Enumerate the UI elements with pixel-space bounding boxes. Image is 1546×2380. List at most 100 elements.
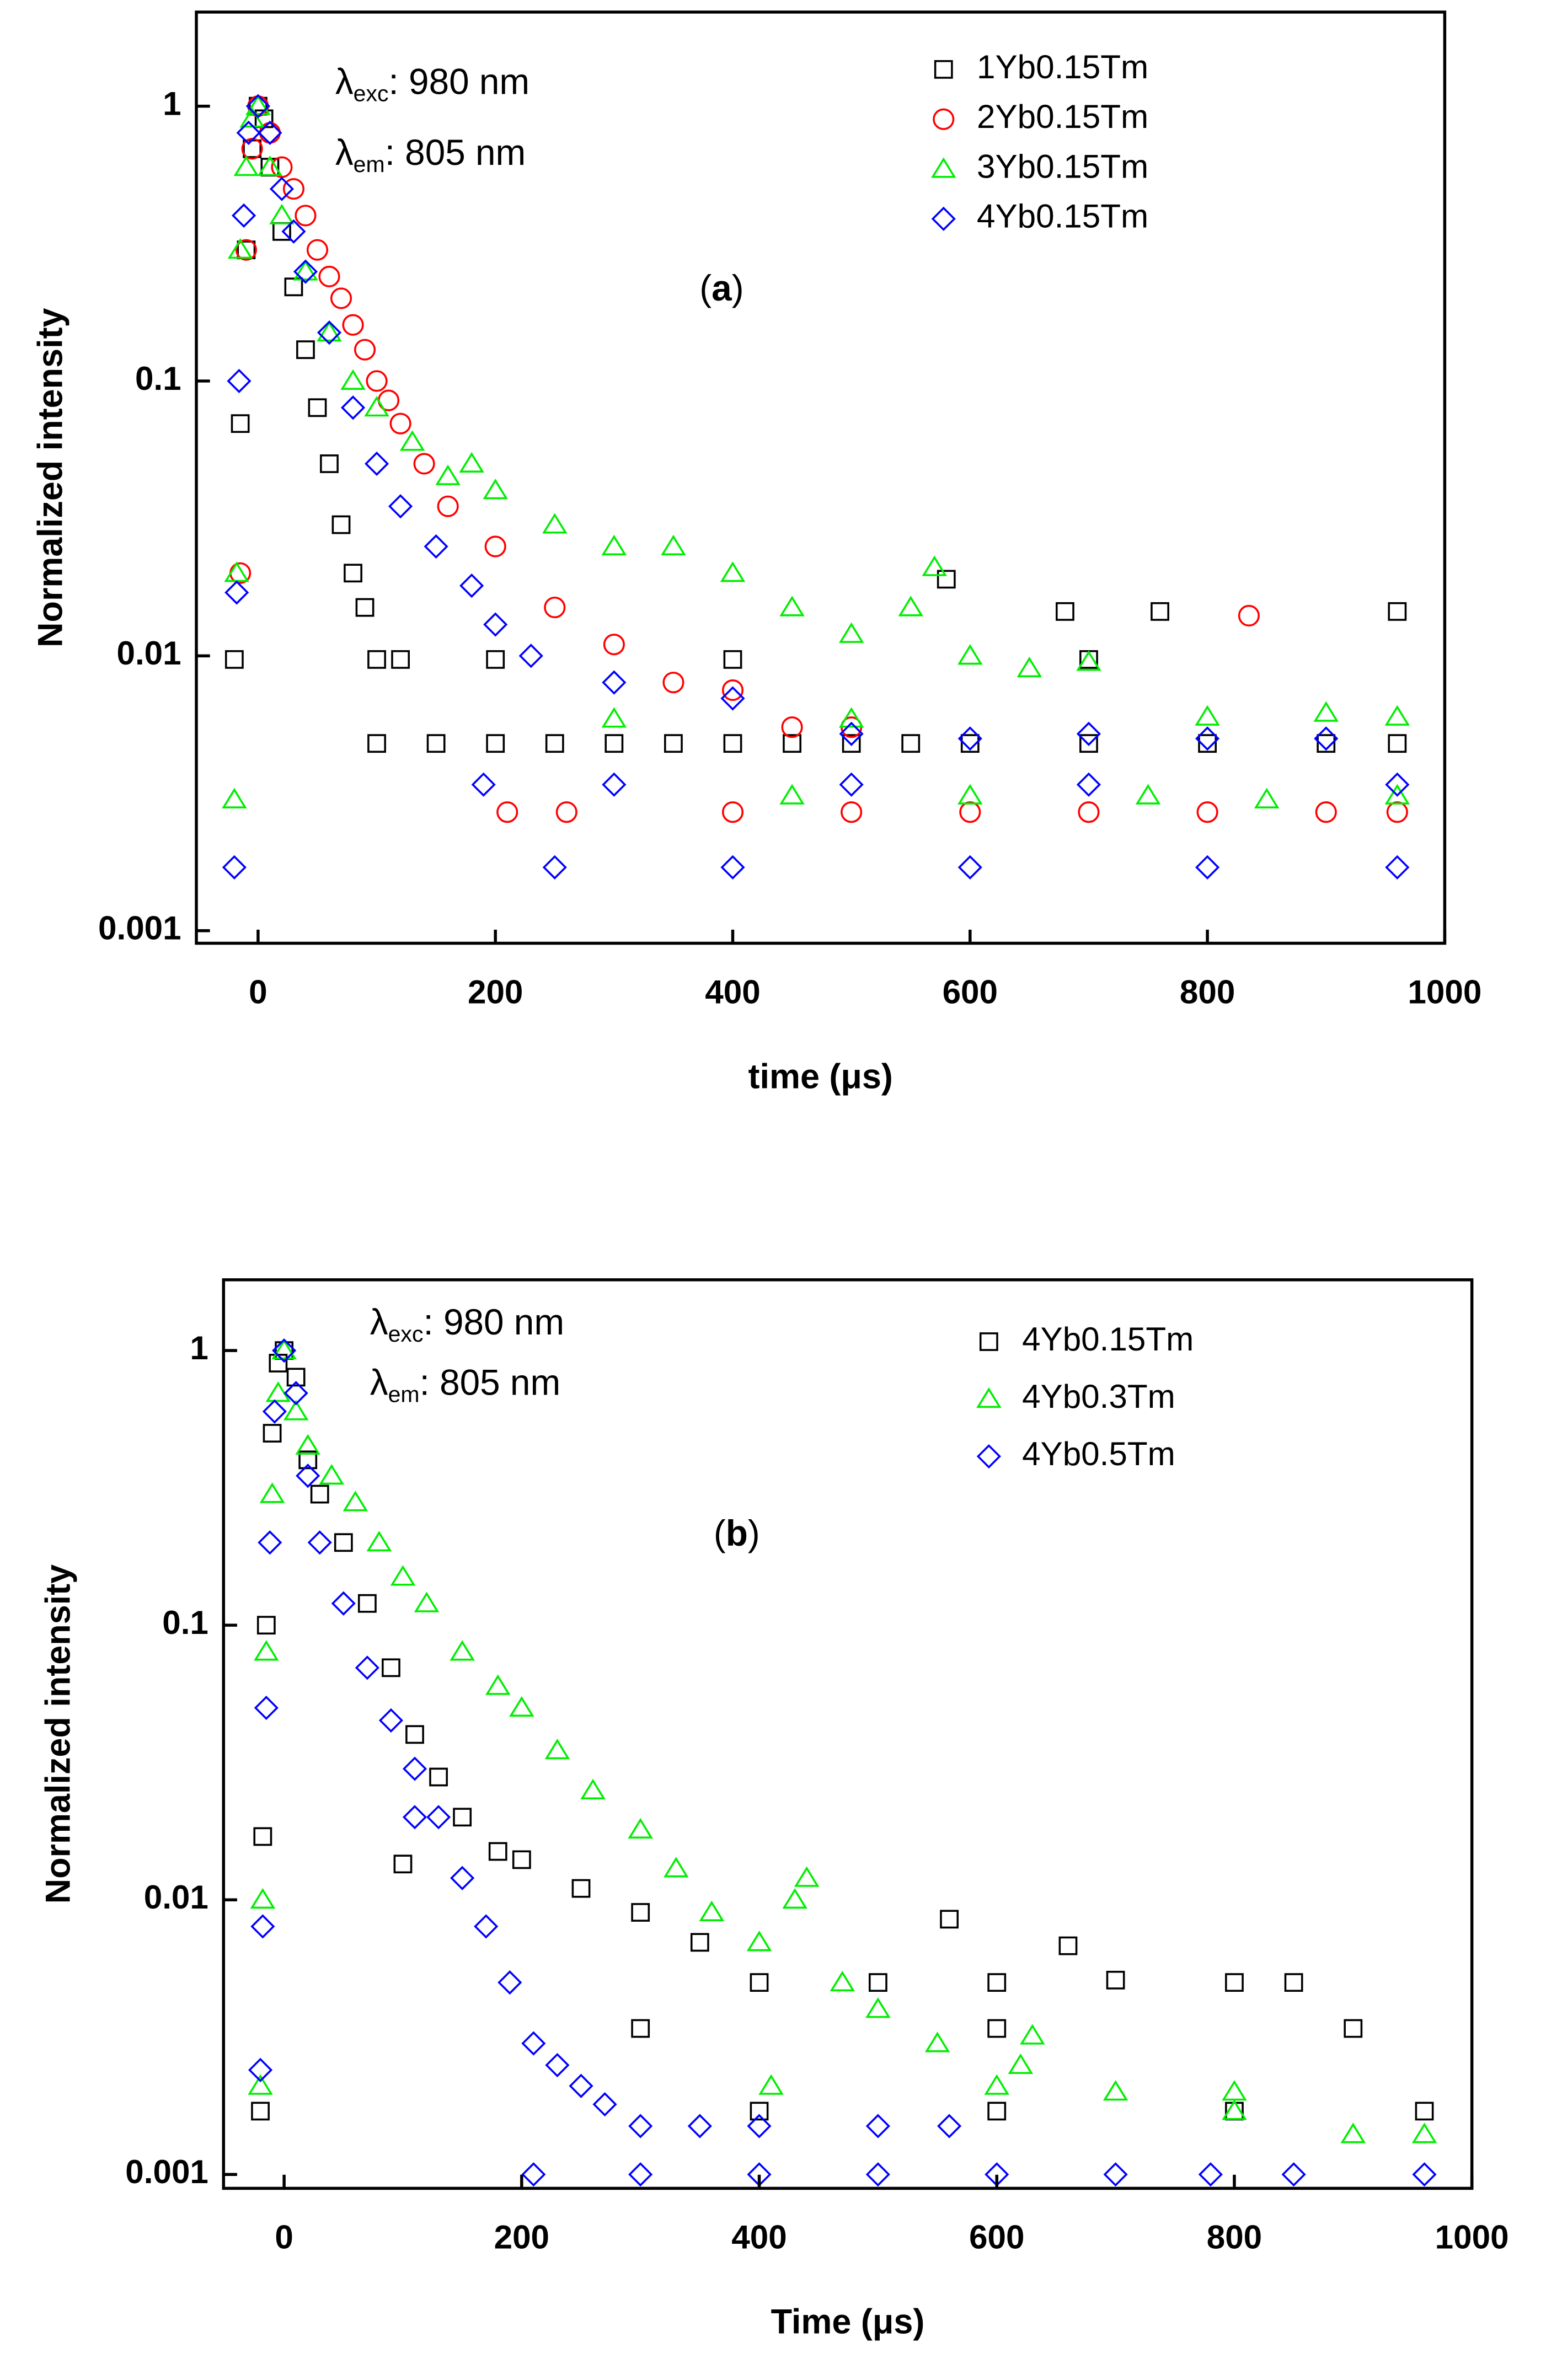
marker-diamond xyxy=(518,644,543,668)
marker-circle xyxy=(1315,801,1337,823)
marker-square xyxy=(334,1533,353,1552)
y-axis-title: Normalized intensity xyxy=(39,1564,77,1904)
marker-square xyxy=(1388,734,1407,753)
marker-diamond xyxy=(1076,721,1101,746)
marker-diamond xyxy=(602,772,627,797)
marker-square xyxy=(296,340,315,360)
annotation-text: : 980 nm xyxy=(389,62,530,102)
marker-triangle xyxy=(542,513,568,534)
marker-triangle xyxy=(601,707,627,728)
panel-label: (b) xyxy=(714,1513,760,1553)
marker-triangle xyxy=(340,369,366,390)
marker-circle xyxy=(933,108,955,130)
annotation: λexc: 980 nm xyxy=(335,62,529,106)
marker-diamond xyxy=(248,2057,273,2082)
marker-diamond xyxy=(250,1914,275,1939)
marker-diamond xyxy=(545,2052,570,2078)
marker-square xyxy=(344,564,362,583)
marker-circle xyxy=(721,679,744,701)
marker-triangle xyxy=(898,596,923,617)
marker-diamond xyxy=(720,686,745,711)
marker-triangle xyxy=(414,1591,440,1612)
marker-diamond xyxy=(283,1381,308,1406)
marker-diamond xyxy=(340,395,366,420)
marker-square xyxy=(750,2102,769,2121)
marker-diamond xyxy=(426,1805,451,1830)
marker-triangle xyxy=(245,94,271,115)
marker-circle xyxy=(366,370,388,392)
marker-triangle xyxy=(922,555,947,576)
marker-diamond xyxy=(720,855,745,880)
annotation: λem: 805 nm xyxy=(335,132,526,177)
marker-square xyxy=(979,1332,998,1351)
marker-square xyxy=(243,139,262,158)
annotation-symbol: λ xyxy=(335,132,354,173)
annotation-text: : 805 nm xyxy=(420,1363,561,1403)
marker-diamond xyxy=(957,726,982,751)
marker-triangle xyxy=(250,1888,276,1909)
marker-triangle xyxy=(924,2031,950,2052)
marker-circle xyxy=(555,801,577,823)
marker-square xyxy=(286,1368,306,1387)
marker-square xyxy=(1151,602,1169,621)
marker-diamond xyxy=(245,94,270,119)
legend-label: 3Yb0.15Tm xyxy=(977,147,1148,185)
marker-diamond xyxy=(459,573,484,598)
annotation-sub: exc xyxy=(354,81,389,106)
marker-diamond xyxy=(1385,855,1410,880)
marker-diamond xyxy=(355,1655,379,1680)
marker-square xyxy=(224,650,244,669)
marker-triangle xyxy=(459,452,484,473)
marker-square xyxy=(308,398,327,417)
marker-diamond xyxy=(402,1805,427,1830)
marker-diamond xyxy=(937,2114,962,2138)
marker-circle xyxy=(306,239,329,261)
marker-triangle xyxy=(779,784,805,805)
marker-square xyxy=(960,734,980,753)
marker-square xyxy=(605,734,624,753)
marker-diamond xyxy=(471,772,496,797)
marker-diamond xyxy=(1281,2162,1306,2187)
marker-triangle xyxy=(257,155,283,176)
marker-circle xyxy=(959,801,981,823)
marker-diamond xyxy=(307,1530,332,1555)
marker-diamond xyxy=(272,1338,297,1363)
marker-triangle xyxy=(865,1997,891,2018)
marker-square xyxy=(320,454,339,473)
marker-diamond xyxy=(865,2114,890,2138)
marker-triangle xyxy=(509,1696,534,1717)
marker-circle xyxy=(662,672,684,694)
marker-square xyxy=(393,1854,413,1874)
marker-diamond xyxy=(1195,726,1220,751)
y-tick-label: 1 xyxy=(163,84,181,122)
marker-triangle xyxy=(259,1482,285,1503)
marker-square xyxy=(1284,1973,1303,1992)
y-tick-label: 0.001 xyxy=(125,2153,208,2190)
marker-square xyxy=(1415,2102,1434,2121)
marker-triangle xyxy=(224,561,249,582)
marker-square xyxy=(269,1354,288,1373)
marker-square xyxy=(750,1973,769,1992)
marker-triangle xyxy=(399,430,425,451)
marker-triangle xyxy=(1384,705,1410,726)
marker-diamond xyxy=(1314,726,1339,751)
panel-label: (a) xyxy=(699,269,743,309)
marker-diamond xyxy=(258,1530,282,1555)
marker-triangle xyxy=(580,1778,606,1800)
marker-diamond xyxy=(592,2092,617,2117)
marker-diamond xyxy=(976,1444,1001,1469)
marker-triangle xyxy=(293,260,318,281)
marker-triangle xyxy=(227,238,253,259)
marker-square xyxy=(486,734,505,753)
marker-diamond xyxy=(521,2031,546,2056)
marker-circle xyxy=(437,495,459,517)
marker-diamond xyxy=(364,451,389,476)
marker-triangle xyxy=(1017,656,1042,678)
marker-triangle xyxy=(984,2074,1009,2095)
marker-diamond xyxy=(227,368,252,394)
marker-triangle xyxy=(1135,784,1161,805)
marker-triangle xyxy=(838,707,864,728)
marker-diamond xyxy=(602,670,627,695)
marker-triangle xyxy=(661,534,686,556)
